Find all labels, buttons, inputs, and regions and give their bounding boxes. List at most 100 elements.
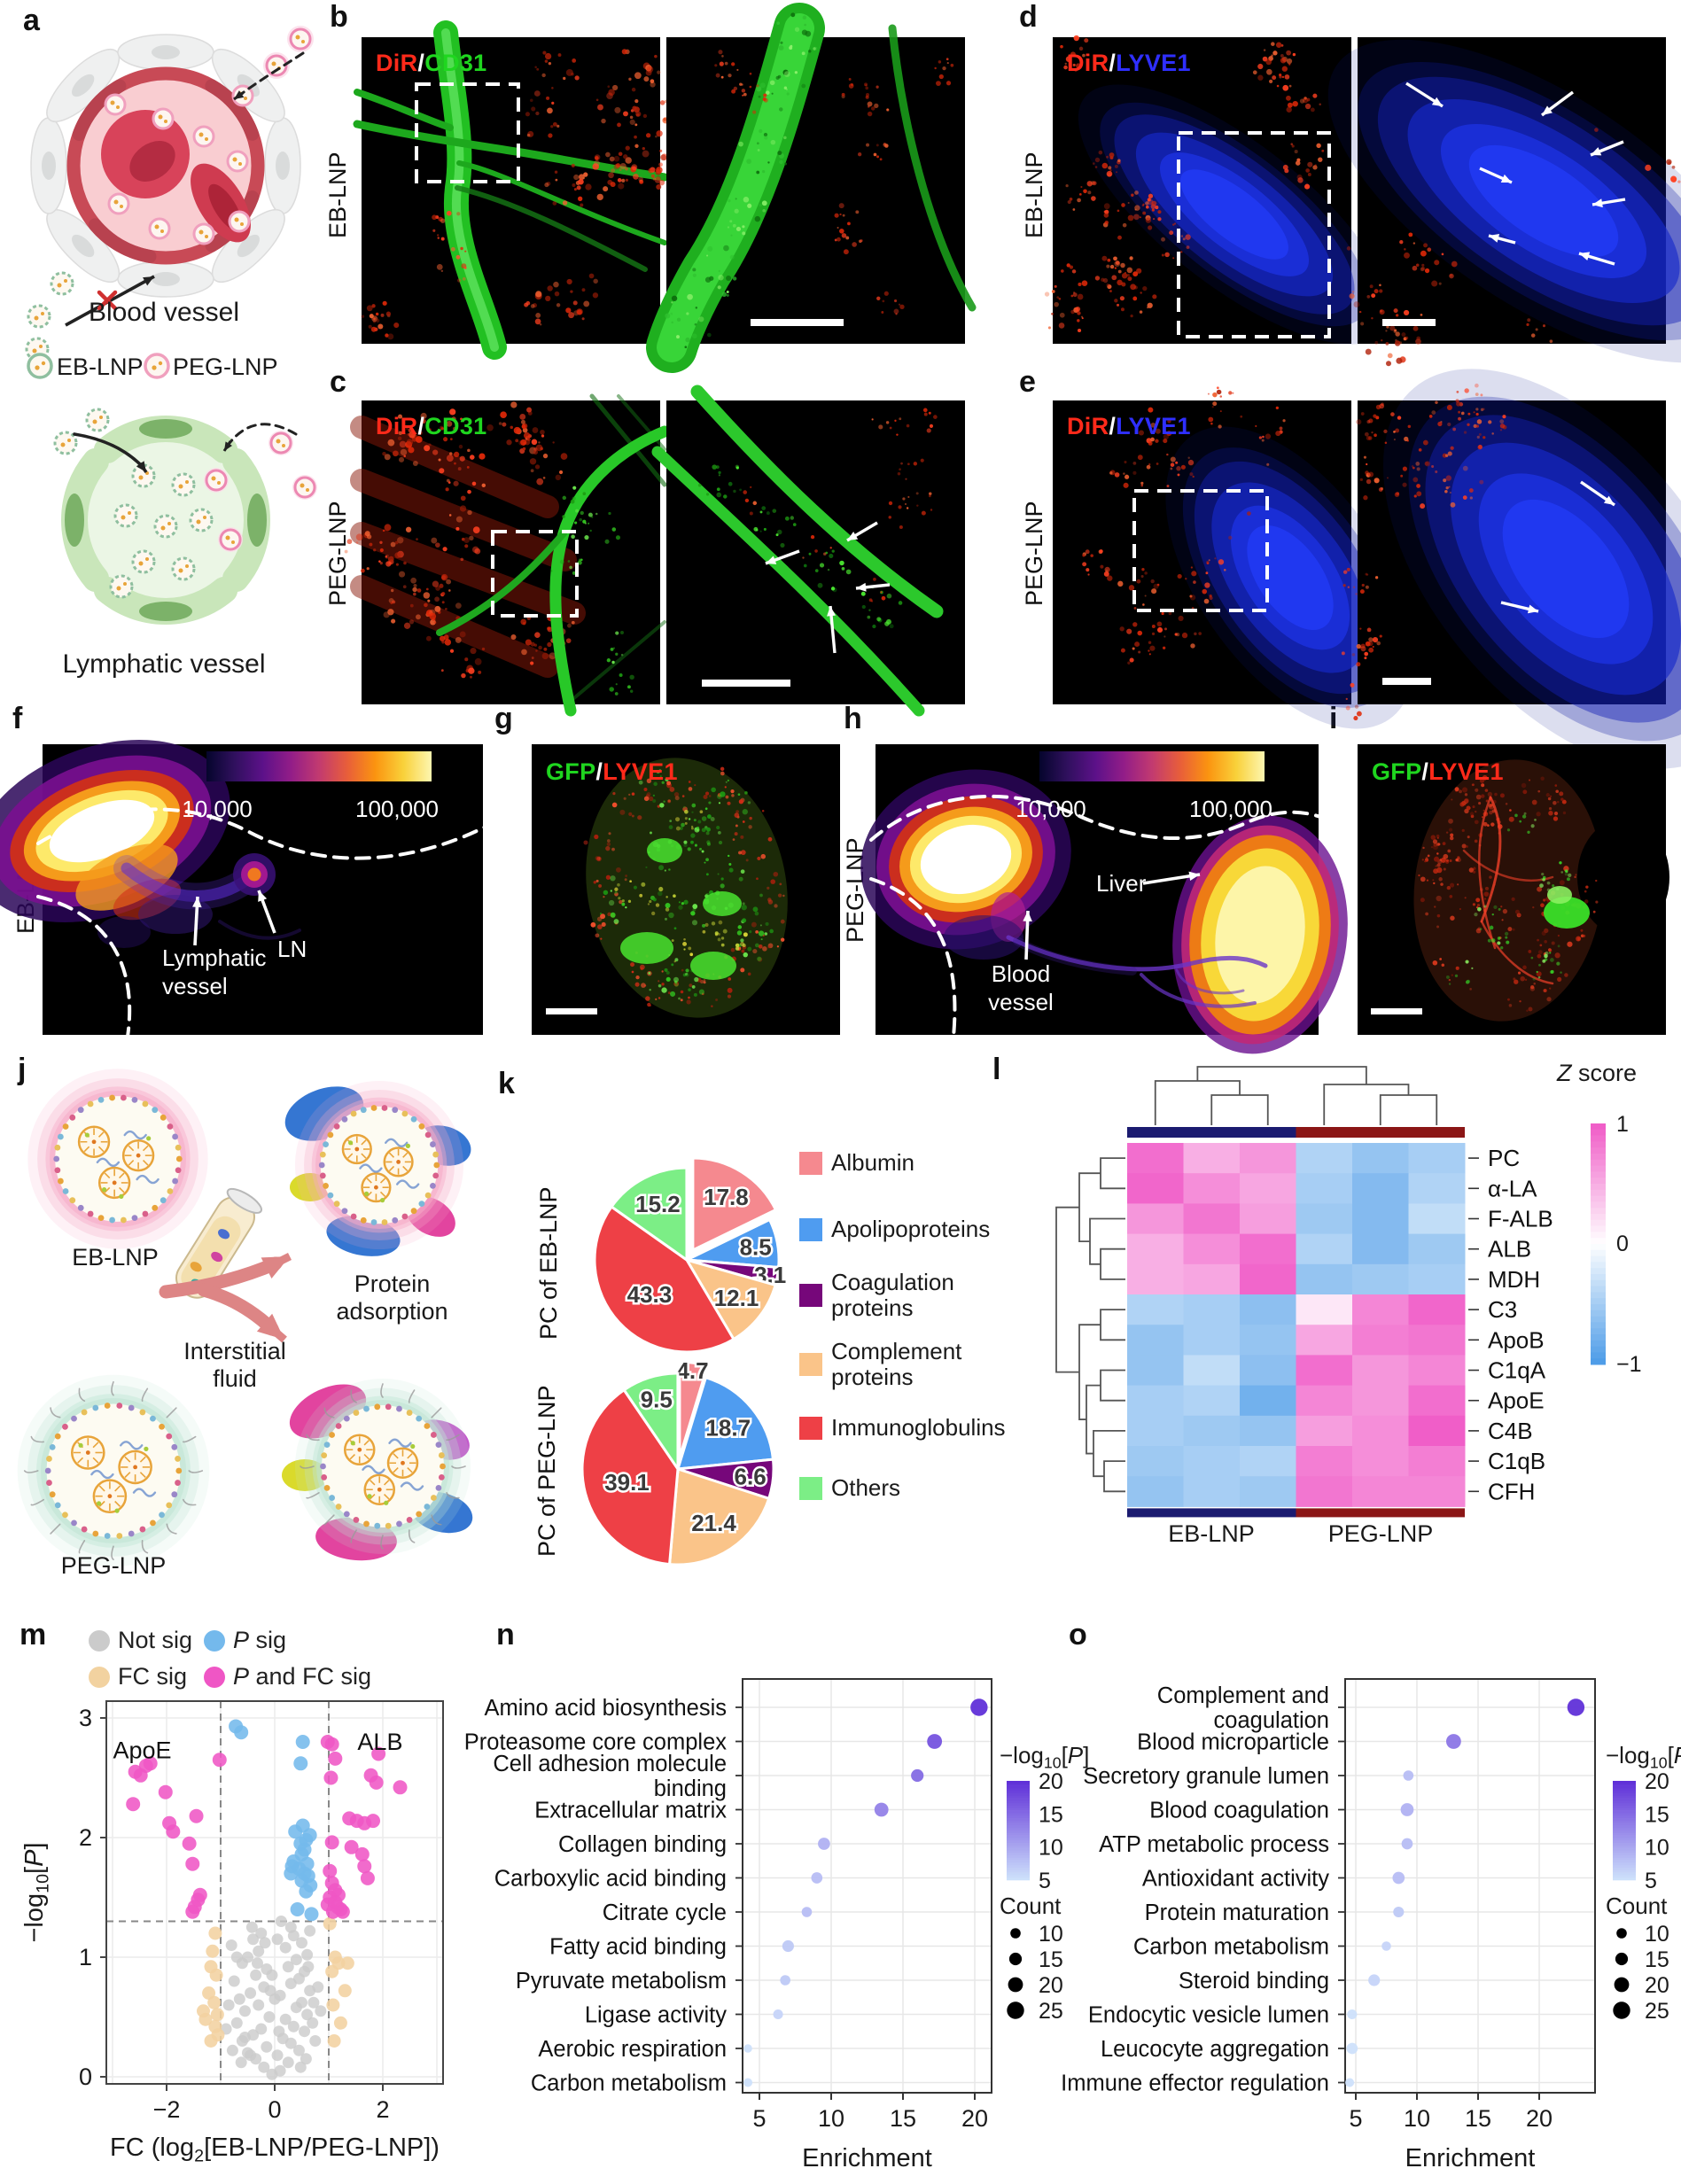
volcano-point-not_sig [230,1951,243,1963]
volcano-point-not_sig [245,1987,257,1999]
volcano-point-not_sig [226,2044,238,2056]
heatmap-cell [1408,1446,1466,1477]
volcano-point-not_sig [290,1954,302,1966]
volcano-point-p_fc_sig [325,1904,340,1919]
volcano-point-p_fc_sig [344,1839,359,1854]
panel-letter-h: h [844,702,862,735]
volcano-point-not_sig [247,1933,260,1946]
enrich-dot [818,1838,830,1850]
enrich-dot [1446,1734,1461,1749]
heatmap-cell [1127,1173,1184,1204]
volcano-point-p_fc_sig [354,1846,370,1861]
heatmap-cell [1296,1233,1353,1265]
channel-label-d: DiR/LYVE1 [1067,50,1191,76]
volcano-point-fc_sig [204,2034,218,2048]
pie-legend-label-0: Albumin [831,1149,914,1176]
zscore-title: Z score [1557,1060,1638,1086]
svg-text:−log10[P]: −log10[P] [1000,1742,1089,1772]
volcano-point-fc_sig [208,1926,222,1940]
pie-slice-Immunoglobulins [580,1387,680,1566]
heatmap-row-label: ApoE [1488,1387,1545,1414]
volcano-point-not_sig [253,1945,265,1957]
volcano-point-not_sig [242,1951,253,1963]
micrograph-d-overview [1044,35,1391,345]
channel-label-c: DiR/CD31 [376,413,487,439]
svg-text:25: 25 [1039,1999,1063,2024]
svg-text:Enrichment: Enrichment [802,2144,932,2172]
heatmap-cell [1296,1294,1353,1325]
volcano-point-not_sig [312,1981,324,1994]
heatmap-cell [1408,1476,1466,1507]
scale-max-f: 100,000 [355,796,439,822]
heatmap-row-label: C3 [1488,1296,1517,1323]
enrich-row-label: Carboxylic acid binding [494,1867,727,1892]
heatmap-cell [1408,1143,1466,1174]
scale-min-f: 10,000 [182,796,253,822]
enrich-row-label: Aerobic respiration [538,2037,727,2062]
volcano-legend-p_fc_sig: P and FC sig [204,1663,390,1690]
heatmap-cell [1296,1203,1353,1235]
heatmap-row-label: ALB [1488,1236,1531,1263]
heatmap-row-label: PC [1488,1145,1520,1171]
svg-text:10: 10 [1645,1836,1669,1861]
volcano-point-fc_sig [326,1998,340,2012]
volcano-point-not_sig [245,2049,257,2062]
heatmap-cell [1296,1263,1353,1295]
volcano-point-p_fc_sig [331,1887,346,1902]
volcano-point-fc_sig [209,1968,223,1982]
enrich-row-label: Proteasome core complex [464,1730,727,1755]
heatmap-cell [1352,1385,1409,1417]
heatmap-cell [1240,1415,1296,1447]
lymph-node-image-i [1358,744,1669,1035]
heatmap-cell [1240,1325,1296,1356]
svg-text:20: 20 [1645,1973,1669,1998]
pie-legend-swatch-3 [799,1353,822,1376]
heatmap-cell [1408,1385,1466,1417]
enrichment-plot-n: Amino acid biosynthesis Proteasome core c… [464,1678,1089,2172]
volcano-point-not_sig [282,2056,294,2069]
pie-slice-Complement proteins [683,1257,777,1341]
volcano-annotation-ApoE: ApoE [113,1737,172,1763]
svg-text:5: 5 [1349,2105,1362,2132]
volcano-point-p_fc_sig [324,1835,339,1850]
svg-text:15: 15 [1039,1947,1063,1972]
volcano-point-not_sig [238,2005,251,2017]
volcano-point-not_sig [235,2056,247,2069]
volcano-point-fc_sig [333,2016,347,2030]
pie-slice-Complement proteins [667,1466,771,1566]
volcano-point-p_fc_sig [324,1737,339,1752]
volcano-point-p_fc_sig [185,1904,200,1919]
volcano-point-fc_sig [325,1964,339,1978]
enrich-row-label: Carbon metabolism [531,2071,727,2096]
enrich-dot [1567,1698,1585,1716]
svg-text:15: 15 [1465,2105,1491,2132]
heatmap-cell [1296,1476,1353,1507]
enrich-row-label: Secretory granule lumen [1083,1764,1329,1789]
pie-legend-label-1: Apolipoproteins [831,1216,991,1242]
svg-text:10: 10 [1039,1836,1063,1861]
heatmap-cell [1127,1203,1184,1235]
heatmap-row-label: C1qB [1488,1448,1545,1474]
channel-label-g: GFP/LYVE1 [546,758,678,785]
volcano-point-not_sig [228,1975,240,1987]
volcano-point-p_fc_sig [366,1814,381,1829]
panel-letter-e: e [1019,365,1036,399]
heatmap-row-label: MDH [1488,1266,1540,1293]
protein-heatmap: PC α-LA F-ALB ALB MDH C3 ApoB C1qA ApoE C4B C1qB CF… [1055,1066,1642,1518]
heatmap-cell [1352,1355,1409,1387]
channel-label-b: DiR/CD31 [376,50,487,76]
volcano-legend: Not sig P sig FC sig P and FC sig [89,1627,390,1690]
svg-text:1: 1 [79,1944,92,1970]
volcano-point-not_sig [309,2035,322,2047]
volcano-point-p_sig [284,1866,299,1881]
panel-letter-l: l [992,1053,1001,1086]
svg-text:10: 10 [1039,1922,1063,1947]
heatmap-cell [1408,1263,1466,1295]
svg-text:15: 15 [1039,1802,1063,1827]
volcano-point-fc_sig [196,2004,210,2018]
volcano-point-not_sig [271,2049,284,2062]
heatmap-cell [1127,1143,1184,1174]
pie-legend-label-5: Others [831,1474,901,1501]
enrich-dot [1381,1941,1391,1951]
